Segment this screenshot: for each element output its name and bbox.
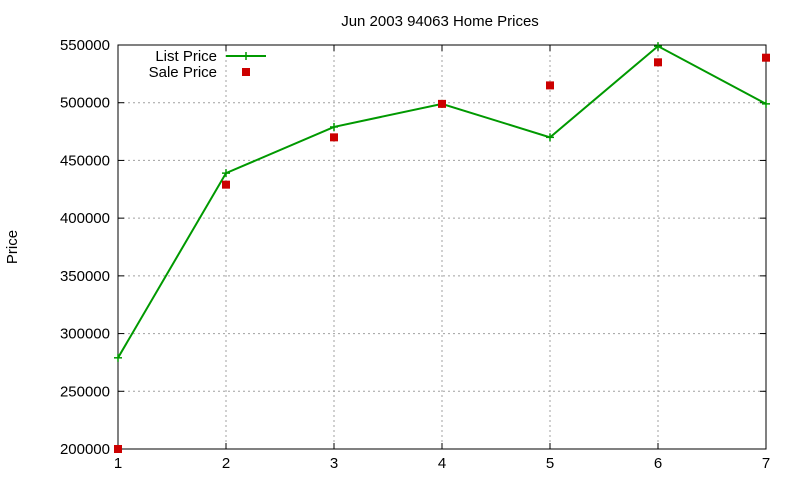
data-point-square — [546, 81, 554, 90]
y-axis-label: Price — [4, 230, 21, 264]
data-point-plus — [114, 353, 122, 362]
y-tick-label: 450000 — [60, 152, 110, 169]
series-sale-price — [114, 53, 770, 453]
data-point-plus — [222, 169, 230, 178]
x-tick-label: 5 — [546, 455, 554, 472]
legend-label: Sale Price — [149, 64, 217, 81]
data-point-plus — [546, 133, 554, 142]
data-point-square — [654, 58, 662, 67]
y-tick-label: 250000 — [60, 383, 110, 400]
y-tick-label: 200000 — [60, 441, 110, 458]
data-point-plus — [330, 122, 338, 131]
y-tick-label: 500000 — [60, 95, 110, 112]
data-point-plus — [762, 99, 770, 108]
data-point-square — [438, 99, 446, 108]
chart-title: Jun 2003 94063 Home Prices — [341, 13, 539, 30]
data-point-square — [330, 133, 338, 142]
x-tick-label: 7 — [762, 455, 770, 472]
y-tick-label: 300000 — [60, 326, 110, 343]
x-tick-label: 2 — [222, 455, 230, 472]
axis-ticks: 200000 250000 300000 350000 400000 450000 5000… — [60, 37, 770, 472]
x-tick-label: 4 — [438, 455, 446, 472]
data-point-square — [222, 180, 230, 189]
legend-marker-plus — [242, 52, 250, 60]
grid-lines — [118, 45, 766, 449]
legend-marker-square — [242, 68, 250, 76]
data-point-square — [114, 445, 122, 453]
y-tick-label: 400000 — [60, 210, 110, 227]
data-point-plus — [654, 42, 662, 51]
y-tick-label: 350000 — [60, 268, 110, 285]
legend-label: List Price — [155, 48, 217, 65]
x-tick-label: 6 — [654, 455, 662, 472]
data-point-square — [762, 53, 770, 62]
x-tick-label: 1 — [114, 455, 122, 472]
x-tick-label: 3 — [330, 455, 338, 472]
y-tick-label: 550000 — [60, 37, 110, 54]
data-series — [114, 42, 770, 453]
